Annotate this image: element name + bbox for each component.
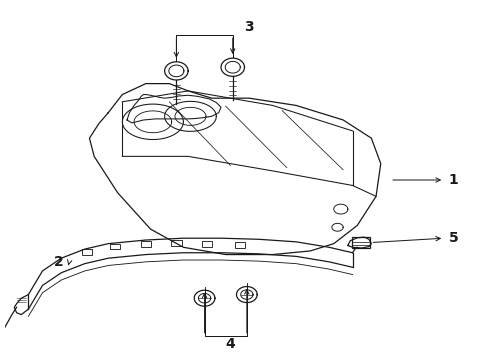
Text: 2: 2 [54, 255, 63, 269]
Bar [82, 249, 92, 255]
FancyBboxPatch shape [351, 238, 369, 248]
Text: 3: 3 [244, 20, 253, 34]
Bar [110, 244, 120, 249]
Bar [202, 241, 212, 247]
Bar [171, 240, 181, 246]
Text: 4: 4 [225, 337, 235, 351]
Text: 5: 5 [448, 231, 458, 245]
Bar [141, 241, 151, 247]
Text: 1: 1 [448, 173, 458, 187]
Bar [234, 242, 244, 248]
